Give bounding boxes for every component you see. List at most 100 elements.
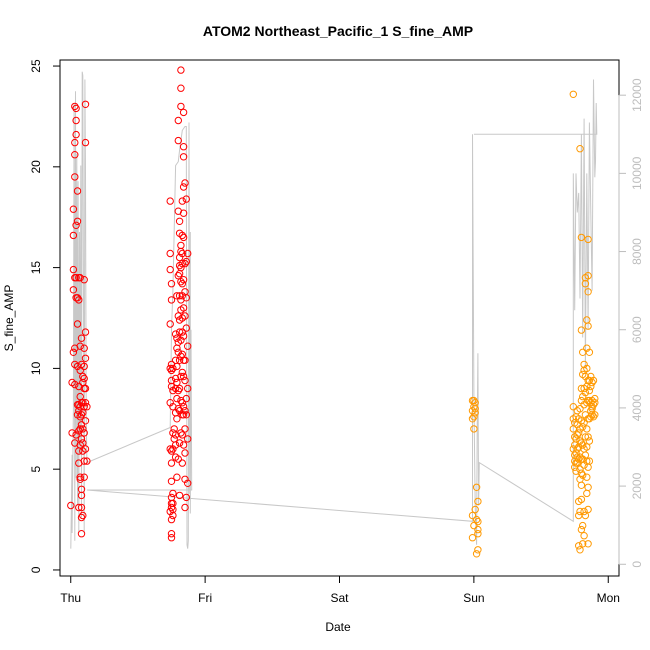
data-point — [175, 356, 184, 364]
data-point — [587, 382, 595, 391]
y-tick-label: 0 — [29, 566, 43, 573]
y2-tick-label: 0 — [630, 561, 644, 568]
data-point — [471, 505, 479, 514]
data-point — [575, 455, 583, 463]
plot-area — [59, 59, 620, 577]
x-tick-label: Fri — [198, 591, 212, 605]
data-point — [583, 344, 591, 352]
data-point — [589, 376, 598, 385]
data-point — [77, 513, 86, 522]
data-point — [178, 197, 187, 205]
data-point — [179, 183, 188, 191]
data-point — [167, 447, 176, 455]
data-point — [584, 235, 592, 244]
data-point — [177, 429, 185, 437]
data-point — [169, 364, 177, 373]
data-point — [181, 259, 189, 268]
data-point — [591, 411, 599, 419]
data-point — [72, 104, 80, 113]
data-point — [577, 326, 586, 334]
data-point — [182, 324, 191, 332]
data-point — [181, 179, 189, 187]
data-point — [573, 431, 581, 439]
y2-tick-label: 10000 — [630, 156, 644, 190]
data-point — [579, 521, 587, 530]
data-point — [177, 263, 185, 272]
data-point — [166, 249, 174, 258]
data-point — [173, 378, 181, 387]
data-point — [81, 354, 90, 362]
data-point — [69, 265, 78, 274]
y-tick-label: 5 — [29, 466, 43, 473]
x-tick-label: Mon — [597, 591, 620, 605]
data-point — [166, 320, 174, 328]
data-point — [167, 459, 176, 467]
data-point — [182, 294, 191, 302]
data-point — [81, 328, 90, 336]
data-point — [177, 66, 185, 74]
data-point — [178, 431, 187, 439]
data-point — [585, 348, 594, 356]
data-point — [569, 90, 577, 99]
data-point — [81, 445, 90, 453]
data-point — [77, 421, 86, 429]
data-point — [576, 546, 584, 554]
data-point — [177, 372, 185, 381]
data-point — [76, 274, 84, 282]
data-point — [580, 419, 588, 427]
data-point — [179, 441, 188, 449]
points-layer — [67, 66, 599, 558]
data-point — [75, 296, 83, 304]
data-point — [474, 525, 482, 534]
data-point — [72, 130, 80, 139]
data-point — [174, 116, 183, 125]
data-point — [81, 399, 90, 407]
data-point — [583, 364, 591, 373]
data-point — [77, 435, 86, 443]
data-point — [71, 151, 79, 159]
data-point — [175, 439, 184, 447]
y-tick-label: 15 — [29, 261, 43, 275]
data-point — [179, 403, 188, 411]
data-point — [76, 473, 84, 481]
data-point — [76, 413, 84, 421]
data-point — [73, 294, 82, 302]
y2-tick-label: 4000 — [630, 394, 644, 421]
data-point — [583, 489, 591, 498]
data-point — [79, 439, 87, 447]
data-point — [173, 473, 181, 481]
data-point — [79, 511, 87, 520]
data-point — [178, 399, 187, 407]
data-point — [71, 138, 79, 147]
data-point — [173, 362, 181, 371]
data-point — [472, 550, 481, 558]
x-axis-label: Date — [325, 620, 351, 634]
data-point — [68, 429, 76, 437]
data-point — [173, 415, 181, 423]
data-point — [584, 505, 592, 514]
data-point — [73, 217, 82, 226]
data-point — [175, 217, 184, 226]
x-tick-label: Sat — [330, 591, 349, 605]
secondary-series-line — [70, 71, 598, 549]
data-point — [171, 330, 180, 338]
y2-tick-label: 12000 — [630, 78, 644, 112]
data-point — [173, 292, 181, 300]
data-point — [577, 469, 586, 477]
data-point — [182, 195, 191, 203]
x-tick-label: Thu — [60, 591, 81, 605]
data-point — [177, 102, 185, 111]
data-point — [576, 145, 584, 153]
data-point — [580, 532, 588, 540]
data-point — [79, 425, 87, 433]
data-point — [80, 344, 88, 352]
data-point — [569, 403, 577, 411]
data-point — [81, 100, 90, 109]
data-point — [581, 511, 590, 520]
data-point — [584, 288, 592, 296]
y-axis-right: 0 2000 4000 6000 8000 10000 12000 — [618, 78, 644, 568]
data-point — [77, 485, 86, 493]
secondary-line-layer — [70, 71, 598, 549]
data-point — [76, 475, 84, 483]
data-point — [583, 473, 591, 481]
